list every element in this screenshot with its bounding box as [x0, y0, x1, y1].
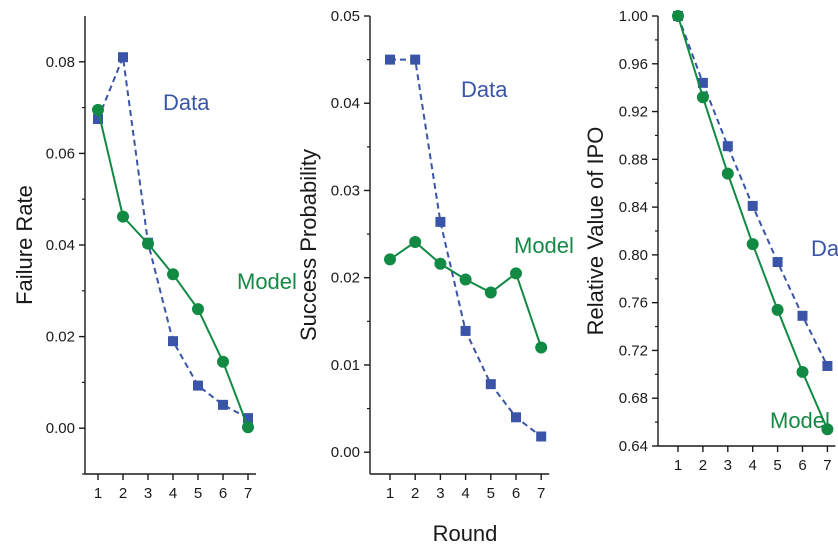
model-point-circle — [696, 91, 709, 104]
data-point-square — [385, 54, 395, 65]
y-tick-label: 0.80 — [619, 247, 648, 264]
x-tick-label: 3 — [436, 485, 444, 502]
y-tick-label: 0.02 — [46, 329, 75, 346]
x-tick-label: 7 — [823, 457, 831, 474]
y-tick-label: 0.76 — [619, 295, 648, 312]
y-tick-label: 0.92 — [619, 104, 648, 121]
model-point-circle — [217, 355, 229, 368]
series-label-model: Model — [237, 269, 297, 294]
model-point-circle — [167, 268, 179, 281]
y-tick-label: 0.08 — [46, 54, 75, 71]
x-tick-label: 3 — [724, 457, 732, 474]
model-point-circle — [142, 237, 154, 250]
x-tick-label: 1 — [674, 457, 682, 474]
panel-success-probability: 0.00 0.01 0.02 0.03 0.04 0.05 1 2 3 4 5 6 7 Success P… — [296, 8, 574, 502]
model-point-circle — [484, 286, 497, 299]
x-tick-label: 3 — [144, 485, 152, 502]
data-point-square — [435, 216, 446, 227]
series-label-model: Model — [770, 408, 830, 433]
model-point-circle — [92, 103, 104, 116]
model-point-circle — [796, 365, 809, 378]
series-label-data: Data — [163, 90, 210, 115]
data-point-square — [218, 399, 228, 410]
model-point-circle — [459, 273, 472, 286]
data-point-square — [410, 54, 421, 65]
x-tick-label: 4 — [461, 485, 469, 502]
series-label-data: Data — [811, 236, 838, 261]
data-point-square — [747, 200, 758, 211]
model-point-circle — [117, 210, 129, 223]
x-tick-label: 1 — [386, 485, 394, 502]
y-tick-label: 0.06 — [46, 145, 75, 162]
y-tick-label: 0.64 — [619, 438, 648, 455]
data-point-square — [822, 360, 833, 371]
x-tick-label: 5 — [194, 485, 202, 502]
model-point-circle — [535, 341, 548, 354]
data-point-square — [93, 114, 103, 125]
series-label-data: Data — [461, 77, 508, 102]
x-tick-label: 6 — [798, 457, 806, 474]
model-point-circle — [821, 423, 834, 436]
y-tick-label: 0.03 — [331, 182, 360, 199]
x-tick-label: 4 — [749, 457, 757, 474]
x-tick-label: 5 — [487, 485, 495, 502]
y-tick-label: 0.96 — [619, 56, 648, 73]
y-tick-label: 0.04 — [331, 95, 360, 112]
x-tick-label: 7 — [244, 485, 252, 502]
x-tick-label: 2 — [411, 485, 419, 502]
x-tick-label: 6 — [512, 485, 520, 502]
data-point-square — [118, 52, 128, 63]
data-point-square — [797, 310, 808, 321]
panel-failure-rate: 0.00 0.02 0.04 0.06 0.08 1 2 3 4 5 6 7 Failure Rate D… — [12, 16, 297, 502]
model-point-circle — [721, 167, 734, 180]
data-point-square — [511, 412, 521, 423]
model-point-circle — [771, 303, 784, 316]
x-tick-label: 5 — [773, 457, 781, 474]
model-point-circle — [192, 303, 204, 316]
model-point-circle — [409, 235, 422, 248]
y-tick-label: 0.88 — [619, 151, 648, 168]
x-axis-title: Round — [433, 521, 498, 546]
y-tick-label: 0.04 — [46, 237, 75, 254]
y-tick-label: 1.00 — [619, 8, 648, 25]
model-point-circle — [384, 253, 396, 266]
data-point-square — [485, 379, 496, 390]
model-point-circle — [510, 267, 522, 280]
data-point-square — [536, 431, 547, 442]
y-tick-label: 0.00 — [46, 420, 75, 437]
x-tick-label: 6 — [219, 485, 227, 502]
model-point-circle — [746, 238, 759, 251]
data-point-square — [460, 325, 471, 336]
x-tick-label: 1 — [94, 485, 102, 502]
y-axis-title: Failure Rate — [12, 185, 37, 305]
y-tick-label: 0.72 — [619, 342, 648, 359]
model-point-circle — [242, 421, 254, 434]
y-tick-label: 0.84 — [619, 199, 648, 216]
y-tick-label: 0.68 — [619, 390, 648, 407]
data-point-square — [168, 336, 178, 347]
y-tick-label: 0.01 — [331, 357, 360, 374]
data-point-square — [722, 141, 733, 152]
series-label-model: Model — [514, 233, 574, 258]
y-axis-title: Success Probability — [296, 149, 321, 341]
y-tick-label: 0.02 — [331, 270, 360, 287]
data-point-square — [772, 257, 783, 268]
y-axis-title: Relative Value of IPO — [583, 127, 608, 336]
x-tick-label: 4 — [169, 485, 177, 502]
x-tick-label: 7 — [537, 485, 545, 502]
data-point-square — [243, 413, 253, 424]
model-point-circle — [434, 257, 447, 270]
model-point-circle — [672, 10, 684, 22]
x-tick-label: 2 — [699, 457, 707, 474]
x-tick-label: 2 — [119, 485, 127, 502]
y-tick-label: 0.05 — [331, 8, 360, 25]
data-point-square — [697, 77, 708, 88]
data-point-square — [193, 380, 203, 391]
panel-relative-value-ipo: 0.64 0.68 0.72 0.76 0.80 0.84 0.88 0.92 0.96 1.00… — [583, 8, 838, 474]
y-tick-label: 0.00 — [331, 444, 360, 461]
